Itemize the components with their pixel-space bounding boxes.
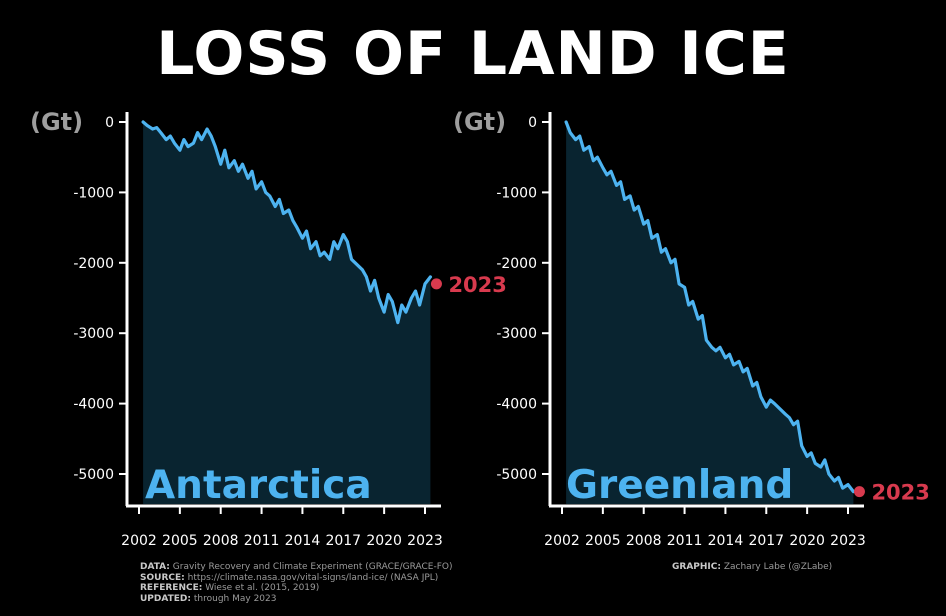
x-tick-label: 2023 <box>407 533 443 549</box>
x-tick-label: 2008 <box>626 533 662 549</box>
credit-data-label: DATA: <box>140 562 170 572</box>
credit-updated: UPDATED: through May 2023 <box>140 594 453 605</box>
latest-marker <box>430 278 442 290</box>
x-tick-label: 2014 <box>708 533 744 549</box>
y-tick-label: -1000 <box>496 185 537 201</box>
x-tick-label: 2023 <box>830 533 866 549</box>
series-line <box>564 120 855 494</box>
latest-label: 2023 <box>871 481 929 505</box>
series-line <box>141 120 432 325</box>
x-tick-label: 2008 <box>203 533 239 549</box>
y-tick-label: -2000 <box>496 256 537 272</box>
credit-source: SOURCE: https://climate.nasa.gov/vital-s… <box>140 573 453 584</box>
region-label: Antarctica <box>145 463 372 508</box>
x-tick-label: 2011 <box>244 533 280 549</box>
x-tick-label: 2017 <box>748 533 784 549</box>
y-tick-label: -3000 <box>496 326 537 342</box>
y-tick-label: -3000 <box>73 326 114 342</box>
x-tick-label: 2014 <box>285 533 321 549</box>
x-tick-label: 2002 <box>544 533 580 549</box>
latest-label: 2023 <box>448 273 506 297</box>
graphic-credit: GRAPHIC: Zachary Labe (@ZLabe) <box>672 562 832 572</box>
y-tick-label: 0 <box>105 115 114 131</box>
greenland-panel: 0 -1000 -2000 -3000 -4000 -5000 2002 2005 2008 20… <box>453 108 930 549</box>
latest-marker <box>853 486 865 498</box>
credit-reference: REFERENCE: Wiese et al. (2015, 2019) <box>140 583 453 594</box>
x-tick-label: 2011 <box>667 533 703 549</box>
x-tick-label: 2020 <box>789 533 825 549</box>
credits-block: DATA: Gravity Recovery and Climate Exper… <box>140 562 453 604</box>
credit-source-text: https://climate.nasa.gov/vital-signs/lan… <box>187 572 439 583</box>
page-title: LOSS OF LAND ICE <box>156 19 790 89</box>
x-tick-label: 2017 <box>325 533 361 549</box>
credit-updated-text: through May 2023 <box>193 593 277 604</box>
y-unit-label: (Gt) <box>30 108 83 136</box>
x-tick-label: 2020 <box>366 533 402 549</box>
y-tick-label: -1000 <box>73 185 114 201</box>
x-tick-label: 2005 <box>585 533 621 549</box>
credit-data-text: Gravity Recovery and Climate Experiment … <box>172 562 453 572</box>
graphic-credit-label: GRAPHIC: <box>672 562 721 572</box>
y-tick-label: 0 <box>528 115 537 131</box>
credit-data: DATA: Gravity Recovery and Climate Exper… <box>140 562 453 573</box>
antarctica-panel: 0 -1000 -2000 -3000 -4000 -5000 2002 2005 2008 20… <box>30 108 507 549</box>
region-label: Greenland <box>566 463 793 508</box>
credit-reference-label: REFERENCE: <box>140 583 203 593</box>
y-tick-label: -5000 <box>496 467 537 483</box>
y-tick-label: -4000 <box>496 397 537 413</box>
y-unit-label: (Gt) <box>453 108 506 136</box>
y-tick-label: -2000 <box>73 256 114 272</box>
area-fill <box>143 122 431 504</box>
x-tick-label: 2002 <box>121 533 157 549</box>
y-tick-label: -5000 <box>73 467 114 483</box>
x-tick-label: 2005 <box>162 533 198 549</box>
credit-updated-label: UPDATED: <box>140 593 191 604</box>
area-fill <box>566 122 854 504</box>
credit-source-label: SOURCE: <box>140 572 185 583</box>
graphic-credit-text: Zachary Labe (@ZLabe) <box>723 562 833 572</box>
credit-reference-text: Wiese et al. (2015, 2019) <box>205 583 320 593</box>
y-tick-label: -4000 <box>73 397 114 413</box>
